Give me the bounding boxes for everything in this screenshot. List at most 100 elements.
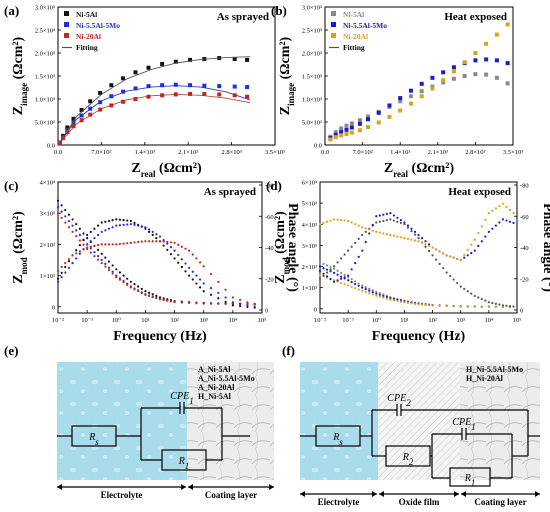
modulus-point: [56, 212, 60, 215]
phase-point: [445, 254, 448, 257]
data-point: [146, 65, 151, 70]
data-point: [160, 83, 165, 88]
data-point: [333, 132, 338, 137]
modulus-point: [382, 294, 385, 297]
phase-point: [322, 274, 325, 277]
data-point: [88, 99, 93, 104]
modulus-point: [137, 290, 140, 293]
phase-point: [403, 221, 406, 224]
phase-point: [64, 262, 67, 265]
legend-fitting: Fitting: [343, 43, 365, 52]
phase-point: [491, 227, 494, 230]
y2-axis-label: Phase angle (°): [285, 203, 300, 292]
phase-point: [417, 240, 420, 243]
x-tick-label: 10⁵: [258, 317, 267, 324]
phase-point: [505, 219, 508, 222]
y2-tick-label: -80: [265, 183, 274, 190]
modulus-point: [71, 230, 74, 234]
phase-point: [438, 262, 441, 266]
modulus-point: [357, 282, 360, 285]
phase-point: [431, 246, 434, 249]
phase-point: [107, 227, 111, 230]
data-point: [232, 84, 237, 89]
data-point: [398, 108, 403, 113]
phase-point: [198, 286, 202, 289]
phase-point: [100, 221, 103, 224]
data-point: [98, 91, 103, 96]
phase-point: [322, 272, 325, 275]
phase-point: [347, 274, 350, 277]
phase-point: [147, 240, 151, 243]
phase-point: [202, 290, 205, 293]
region-electrolyte-label: Electrolyte: [101, 490, 143, 500]
phase-point: [155, 237, 158, 240]
phase-point: [140, 225, 143, 228]
modulus-point: [368, 292, 371, 295]
phase-point: [140, 240, 143, 243]
phase-point: [184, 262, 187, 265]
phase-point: [392, 219, 395, 222]
modulus-point: [318, 261, 322, 264]
fitting-line: [57, 85, 251, 146]
phase-point: [480, 240, 483, 243]
phase-point: [456, 281, 459, 285]
oxide-region: [378, 362, 460, 480]
modulus-point: [71, 218, 74, 221]
modulus-point: [332, 271, 336, 274]
x-tick-label: 2.8×10³: [465, 149, 485, 156]
phase-point: [129, 222, 132, 226]
modulus-point: [343, 283, 346, 286]
data-point: [473, 51, 478, 55]
phase-point: [466, 248, 469, 251]
y-tick-label: 2.5×10³: [35, 28, 55, 35]
y-tick-label: 4×10³: [40, 180, 55, 187]
panel-label: (a): [4, 3, 19, 18]
data-point: [121, 76, 126, 81]
phase-point: [118, 224, 122, 227]
modulus-point: [122, 281, 125, 284]
x-tick-label: 10³: [199, 317, 208, 324]
modulus-point: [158, 298, 162, 301]
phase-point: [364, 230, 367, 233]
data-point: [88, 106, 93, 111]
rs-label: Rs: [88, 432, 99, 447]
region-oxide-label: Oxide film: [399, 497, 440, 507]
data-point: [344, 123, 349, 128]
data-point: [109, 94, 114, 99]
phase-point: [86, 243, 89, 246]
phase-point: [449, 274, 452, 278]
data-point: [451, 76, 456, 81]
r1-box: [449, 467, 491, 487]
modulus-point: [375, 290, 378, 293]
y-axis-label: Zimage (Ωcm²): [278, 36, 296, 115]
phase-point: [89, 240, 92, 243]
phase-point: [364, 240, 367, 244]
modulus-point: [332, 279, 336, 282]
phase-point: [82, 248, 85, 251]
phase-point: [463, 287, 466, 291]
modulus-point: [115, 268, 118, 271]
x-tick-label: 7.0×10²: [91, 149, 111, 156]
phase-point: [56, 269, 60, 273]
phase-point: [195, 282, 198, 285]
phase-point: [231, 304, 234, 307]
x-axis-label: Zreal (Ωcm²): [131, 161, 202, 179]
modulus-point: [96, 258, 100, 261]
phase-point: [427, 249, 431, 253]
phase-point: [78, 250, 81, 253]
modulus-point: [100, 252, 103, 255]
x-tick-label: 10¹: [141, 317, 150, 324]
modulus-point: [375, 292, 378, 295]
phase-point: [180, 258, 183, 261]
arrow-head: [188, 484, 193, 490]
electrolyte-region: [57, 362, 187, 480]
modulus-point: [60, 210, 63, 213]
y-tick-label: 0.0: [314, 143, 322, 150]
data-point: [98, 107, 103, 112]
modulus-point: [354, 280, 357, 283]
phase-point: [93, 227, 96, 230]
phase-point: [463, 253, 466, 257]
modulus-point: [385, 297, 388, 300]
phase-point: [473, 238, 476, 241]
